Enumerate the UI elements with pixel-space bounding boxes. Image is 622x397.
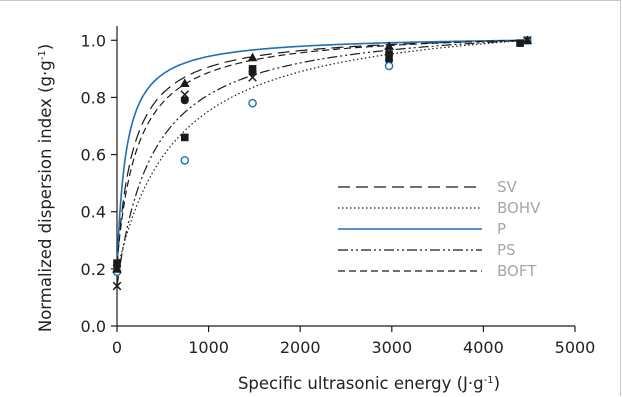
fit-curve-sv [116, 39, 528, 267]
data-point-ps [112, 281, 122, 291]
x-tick-label: 0 [112, 338, 122, 357]
x-axis-label: Specific ultrasonic energy (J·g-1) [238, 374, 500, 393]
y-tick-label: 0.0 [81, 317, 106, 336]
y-axis-label: Normalized dispersion index (g·g-1) [36, 44, 55, 332]
data-markers [112, 35, 533, 291]
legend: SV BOHV P PS BOFT [338, 178, 541, 280]
x-tick-label: 3000 [371, 338, 412, 357]
data-point-boft [180, 133, 189, 142]
data-point-boft [113, 259, 121, 267]
data-point-p [247, 52, 258, 62]
data-point-ps [180, 90, 190, 99]
fit-curve-bohv [116, 39, 528, 272]
fit-curve-p [116, 39, 528, 269]
data-point-ps [523, 35, 532, 45]
data-point-bohv [384, 61, 394, 71]
data-point-p [112, 264, 122, 273]
y-tick-label: 1.0 [81, 31, 106, 50]
data-point-bohv [248, 98, 257, 108]
data-point-bohv [180, 155, 190, 165]
y-tick-label: 0.6 [81, 146, 106, 165]
x-tick-label: 4000 [463, 338, 504, 357]
legend-label-sv: SV [497, 178, 518, 196]
data-point-ps [248, 73, 257, 82]
data-point-sv [180, 96, 189, 105]
y-tick-label: 0.2 [81, 260, 106, 279]
legend-label-boft: BOFT [497, 262, 537, 280]
axes [111, 26, 576, 332]
data-point-p [384, 41, 394, 50]
x-tick-label: 5000 [555, 338, 596, 357]
data-point-p [179, 78, 190, 87]
legend-label-bohv: BOHV [497, 199, 541, 217]
fit-curves [116, 39, 528, 287]
y-tick-label: 0.8 [81, 88, 106, 107]
y-tick-label: 0.4 [81, 203, 106, 222]
data-point-boft [385, 50, 393, 59]
legend-label-p: P [497, 220, 506, 238]
x-tick-label: 1000 [188, 338, 229, 357]
fit-curve-ps [116, 39, 528, 287]
data-point-boft [516, 39, 524, 47]
legend-label-ps: PS [497, 241, 516, 259]
x-tick-label: 2000 [280, 338, 321, 357]
tick-labels: 0 1000 2000 3000 4000 5000 0.0 0.2 0.4 0.6 0.8 1.0 [81, 31, 596, 357]
data-point-boft [248, 65, 257, 73]
